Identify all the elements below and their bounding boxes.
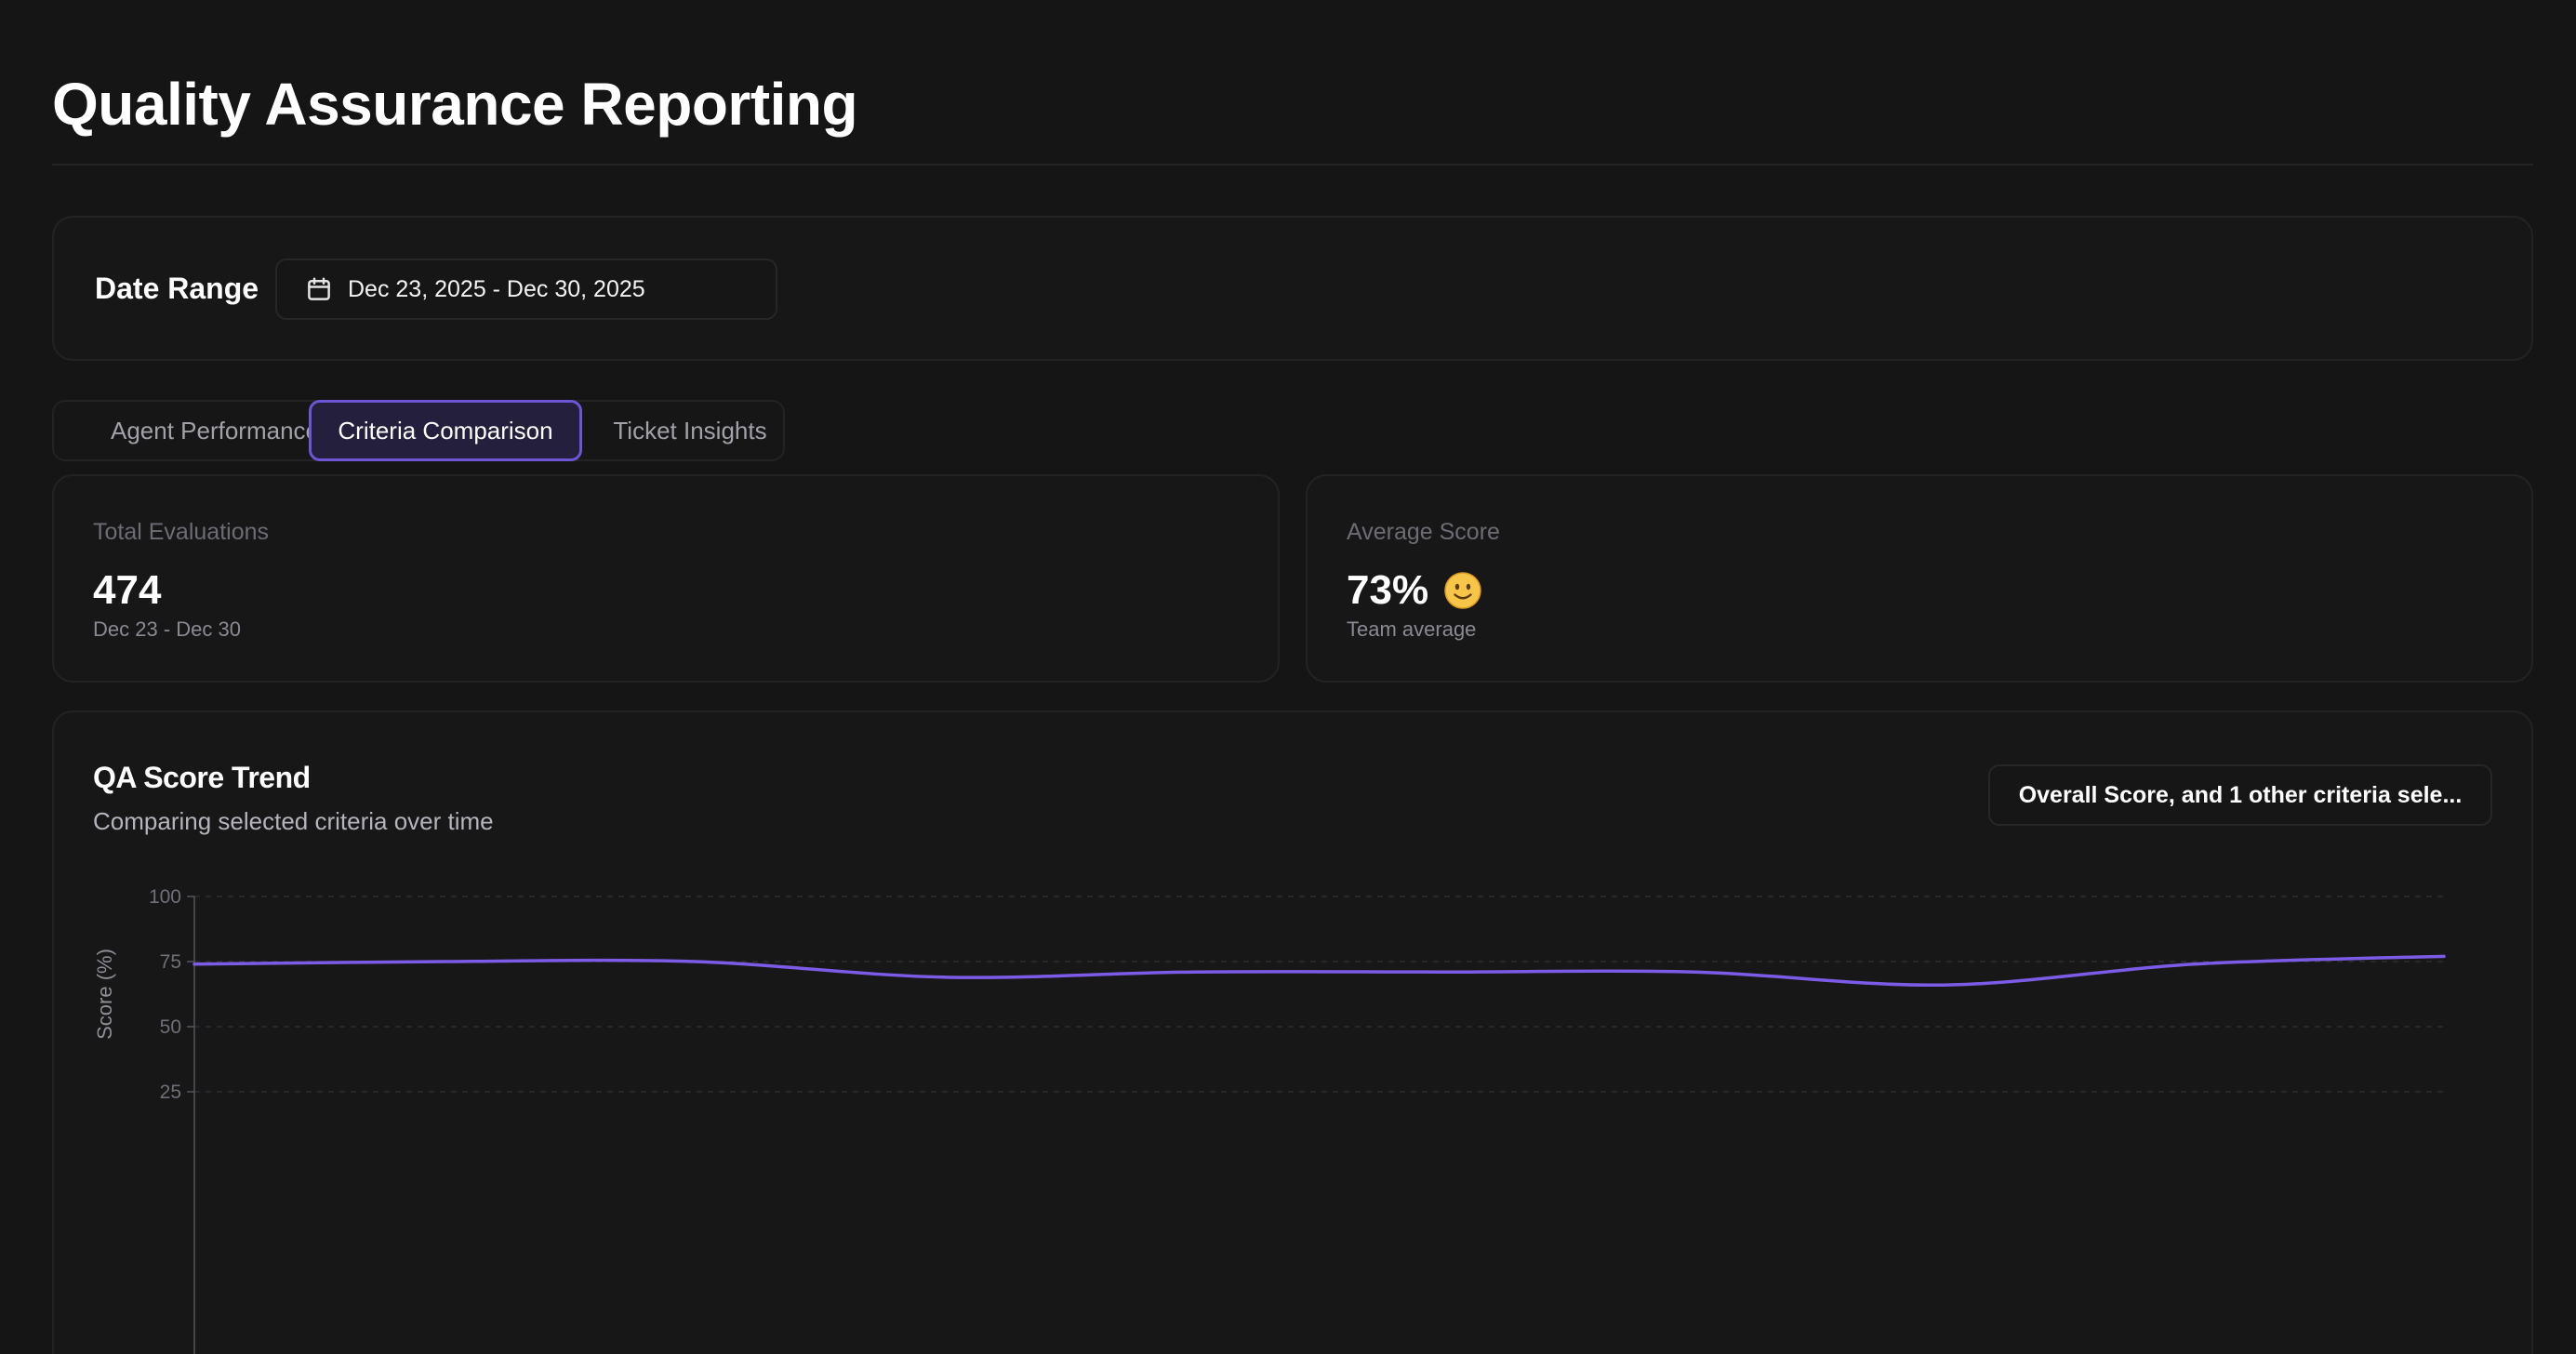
total-evaluations-label: Total Evaluations — [93, 519, 270, 545]
y-tick-label: 75 — [160, 951, 181, 973]
y-tick-label: 100 — [149, 886, 181, 908]
report-tabs: Agent Performance Ticket Insights Criter… — [52, 400, 785, 461]
total-evaluations-period: Dec 23 - Dec 30 — [93, 617, 241, 641]
date-range-value: Dec 23, 2025 - Dec 30, 2025 — [348, 275, 645, 302]
average-score-number: 73% — [1347, 567, 1429, 613]
y-tick-label: 25 — [160, 1082, 181, 1103]
total-evaluations-value: 474 — [93, 564, 161, 617]
criteria-select-button[interactable]: Overall Score, and 1 other criteria sele… — [1988, 764, 2492, 826]
qa-score-trend-card: QA Score Trend Comparing selected criter… — [52, 710, 2533, 1354]
y-tick-label: 50 — [160, 1016, 181, 1038]
tab-agent-performance[interactable]: Agent Performance — [110, 416, 319, 445]
chart-subtitle: Comparing selected criteria over time — [93, 807, 494, 835]
average-score-value: 73% — [1347, 564, 1482, 617]
page-title: Quality Assurance Reporting — [52, 71, 858, 138]
total-evaluations-card: Total Evaluations 474 Dec 23 - Dec 30 — [52, 474, 1280, 683]
average-score-sub: Team average — [1347, 617, 1477, 641]
chart-title: QA Score Trend — [93, 761, 311, 794]
average-score-label: Average Score — [1347, 519, 1500, 545]
smiley-face-icon — [1443, 571, 1482, 610]
date-range-card: Date Range Dec 23, 2025 - Dec 30, 2025 — [52, 216, 2533, 361]
series-line — [193, 954, 2446, 988]
date-range-picker[interactable]: Dec 23, 2025 - Dec 30, 2025 — [275, 259, 777, 320]
score-trend-chart: 100 75 50 25 Score (%) — [93, 886, 2446, 1354]
average-score-card: Average Score 73% Team average — [1306, 474, 2533, 683]
title-divider — [52, 164, 2533, 166]
tab-ticket-insights[interactable]: Ticket Insights — [613, 416, 767, 445]
date-range-label: Date Range — [95, 272, 259, 305]
calendar-icon — [305, 275, 333, 303]
total-evaluations-number: 474 — [93, 567, 162, 613]
tab-criteria-comparison[interactable]: Criteria Comparison — [309, 400, 582, 461]
y-axis-title: Score (%) — [93, 949, 116, 1040]
